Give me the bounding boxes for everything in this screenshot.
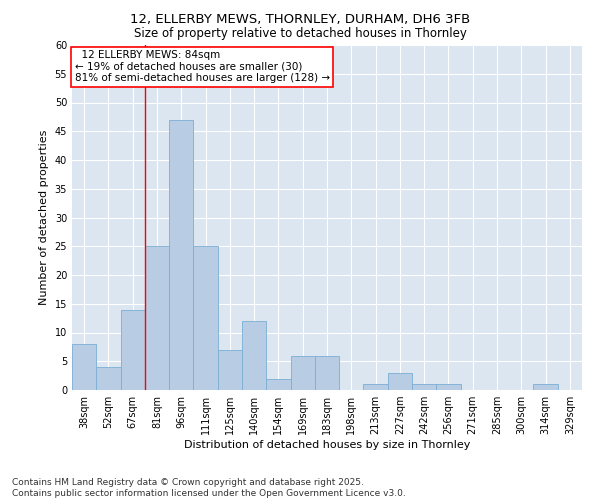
Bar [72, 344, 96, 390]
Bar [121, 310, 145, 390]
Bar [242, 321, 266, 390]
Text: 12, ELLERBY MEWS, THORNLEY, DURHAM, DH6 3FB: 12, ELLERBY MEWS, THORNLEY, DURHAM, DH6 … [130, 12, 470, 26]
Bar [96, 367, 121, 390]
Bar [412, 384, 436, 390]
Bar [193, 246, 218, 390]
Bar [533, 384, 558, 390]
Bar [388, 373, 412, 390]
Bar [145, 246, 169, 390]
Bar [266, 378, 290, 390]
X-axis label: Distribution of detached houses by size in Thornley: Distribution of detached houses by size … [184, 440, 470, 450]
Y-axis label: Number of detached properties: Number of detached properties [39, 130, 49, 305]
Bar [169, 120, 193, 390]
Bar [436, 384, 461, 390]
Bar [364, 384, 388, 390]
Bar [218, 350, 242, 390]
Text: Size of property relative to detached houses in Thornley: Size of property relative to detached ho… [134, 28, 466, 40]
Text: Contains HM Land Registry data © Crown copyright and database right 2025.
Contai: Contains HM Land Registry data © Crown c… [12, 478, 406, 498]
Bar [315, 356, 339, 390]
Bar [290, 356, 315, 390]
Text: 12 ELLERBY MEWS: 84sqm
← 19% of detached houses are smaller (30)
81% of semi-det: 12 ELLERBY MEWS: 84sqm ← 19% of detached… [74, 50, 329, 84]
